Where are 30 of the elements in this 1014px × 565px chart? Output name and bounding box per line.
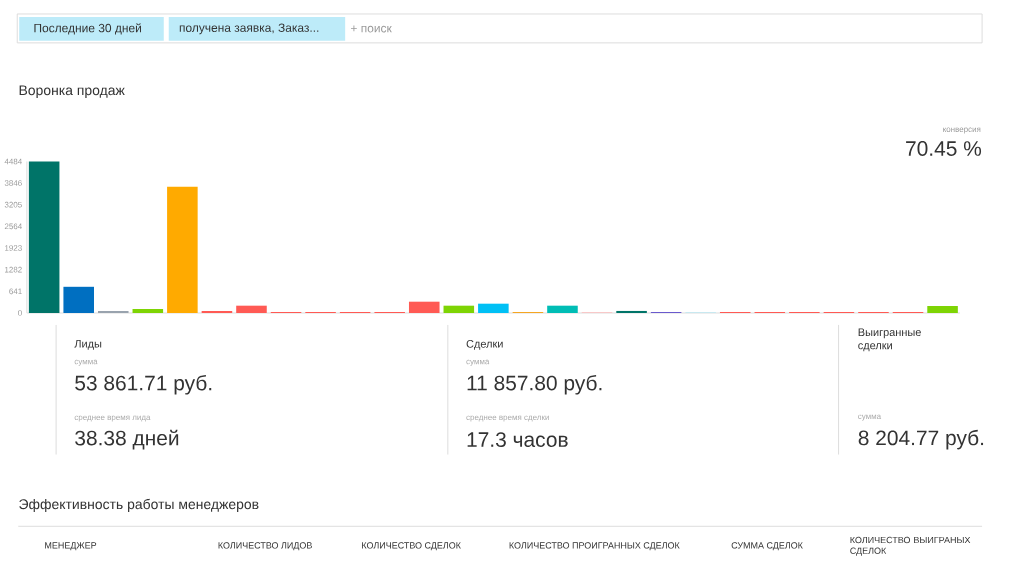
text: Эффективность работы менеджеров [19,498,259,512]
text: КОЛИЧЕСТВО ПРОИГРАННЫХ СДЕЛОК [509,542,680,551]
bar [63,286,94,313]
bar [167,186,198,313]
bar [408,301,440,313]
text: 53 861.71 руб. [75,374,212,395]
bar [443,305,475,313]
text: + поиск [351,25,392,33]
text: КОЛИЧЕСТВО ВЫИГРАНЫХ СДЕЛОК [850,536,971,556]
text: СУММА СДЕЛОК [731,542,803,551]
text: МЕНЕДЖЕР [45,542,97,551]
bar [547,305,578,313]
text: 17.3 часов [467,432,568,447]
bar [927,305,958,313]
text: 11 857.80 руб. [467,374,602,395]
text: получена заявка, Заказ... [179,23,319,35]
text: Выигранные сделки [858,328,921,352]
text: 8 204.77 руб. [858,429,984,450]
text: КОЛИЧЕСТВО СДЕЛОК [362,542,461,551]
text: Сделки [466,339,503,350]
text: Последние 30 дней [34,23,141,35]
bar [616,310,647,313]
bar [132,308,164,313]
text: Лиды [74,339,102,350]
bar [236,305,267,313]
chart-title: Воронка продаж [19,85,125,98]
text: 70.45 % [906,141,982,156]
bar [478,303,509,313]
text: КОЛИЧЕСТВО ЛИДОВ [218,542,312,551]
text: 38.38 дней [75,429,179,450]
